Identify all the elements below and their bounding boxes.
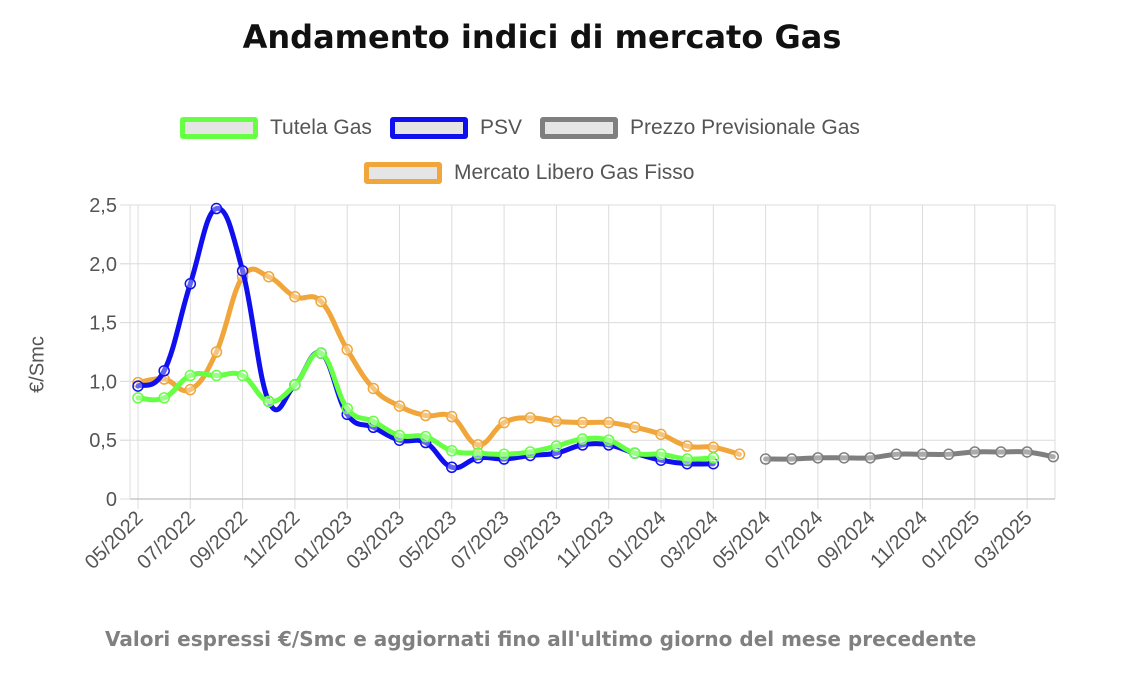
data-point-prezzo-previsionale-gas (812, 452, 824, 464)
data-point-tutela-gas (367, 415, 380, 428)
data-point-tutela-gas (498, 448, 510, 461)
data-point-mercato-libero-gas-fisso (498, 416, 510, 429)
data-point-mercato-libero-gas-fisso (602, 416, 615, 429)
legend-swatch-prezzo-previsionale-gas (539, 117, 618, 139)
y-tick-label: 2,0 (89, 254, 117, 276)
x-tick-label: 09/2024 (813, 507, 880, 574)
data-point-tutela-gas (550, 440, 563, 452)
legend-swatch-mercato-libero-gas-fisso (364, 162, 442, 184)
legend-row-1: Tutela Gas PSV Prezzo Previsionale Gas (180, 116, 878, 140)
data-point-mercato-libero-gas-fisso (341, 343, 353, 356)
data-point-prezzo-previsionale-gas (759, 453, 772, 465)
data-point-mercato-libero-gas-fisso (629, 421, 641, 434)
data-point-tutela-gas (629, 447, 641, 459)
legend-label-tutela-gas: Tutela Gas (270, 116, 372, 139)
data-point-tutela-gas (472, 447, 484, 459)
data-point-psv (132, 380, 144, 392)
data-point-tutela-gas (158, 392, 170, 404)
data-point-mercato-libero-gas-fisso (707, 441, 720, 454)
data-point-tutela-gas (602, 434, 615, 446)
data-point-prezzo-previsionale-gas (1047, 450, 1059, 463)
data-point-tutela-gas (393, 429, 406, 442)
data-point-tutela-gas (263, 395, 275, 408)
data-point-prezzo-previsionale-gas (916, 448, 929, 461)
data-point-prezzo-previsionale-gas (786, 453, 798, 465)
data-point-tutela-gas (341, 402, 353, 415)
data-point-prezzo-previsionale-gas (1021, 446, 1033, 458)
y-tick-label: 1,5 (89, 313, 117, 335)
data-point-tutela-gas (681, 453, 693, 465)
data-point-prezzo-previsionale-gas (942, 448, 955, 461)
data-point-psv (210, 202, 223, 215)
y-tick-label: 1,0 (89, 371, 117, 393)
data-point-mercato-libero-gas-fisso (550, 415, 563, 428)
data-point-tutela-gas (446, 445, 458, 457)
data-point-mercato-libero-gas-fisso (263, 270, 275, 283)
data-point-mercato-libero-gas-fisso (446, 410, 458, 423)
data-point-tutela-gas (315, 347, 327, 359)
data-point-tutela-gas (707, 452, 720, 464)
series-line-tutela-gas (135, 350, 716, 462)
data-point-prezzo-previsionale-gas (890, 448, 903, 461)
data-point-prezzo-previsionale-gas (864, 452, 876, 464)
data-point-mercato-libero-gas-fisso (367, 382, 380, 395)
data-point-mercato-libero-gas-fisso (733, 448, 746, 461)
legend-item-prezzo-previsionale-gas[interactable]: Prezzo Previsionale Gas (539, 116, 860, 140)
series-line-mercato-libero-gas-fisso (135, 266, 742, 457)
legend-row-2: Mercato Libero Gas Fisso (364, 161, 712, 185)
data-point-mercato-libero-gas-fisso (289, 290, 301, 303)
y-tick-label: 0,5 (89, 430, 117, 452)
legend-swatch-tutela-gas (180, 117, 258, 139)
data-point-prezzo-previsionale-gas (995, 446, 1007, 458)
legend-label-prezzo-previsionale-gas: Prezzo Previsionale Gas (629, 116, 860, 139)
legend-swatch-psv (389, 117, 468, 139)
data-point-mercato-libero-gas-fisso (524, 412, 536, 424)
data-point-tutela-gas (132, 392, 144, 404)
data-point-mercato-libero-gas-fisso (655, 428, 667, 441)
data-point-mercato-libero-gas-fisso (393, 400, 406, 412)
data-point-psv (236, 265, 249, 277)
data-point-tutela-gas (524, 446, 536, 458)
data-point-mercato-libero-gas-fisso (472, 439, 484, 451)
series-line-prezzo-previsionale-gas (763, 449, 1056, 462)
data-point-mercato-libero-gas-fisso (315, 295, 327, 308)
data-point-tutela-gas (576, 433, 589, 445)
data-point-mercato-libero-gas-fisso (681, 440, 693, 452)
x-tick-label: 09/2022 (185, 507, 252, 574)
data-point-prezzo-previsionale-gas (838, 452, 850, 464)
x-tick-label: 03/2025 (970, 507, 1037, 574)
data-point-mercato-libero-gas-fisso (419, 409, 432, 422)
legend-item-psv[interactable]: PSV (389, 116, 522, 140)
data-point-tutela-gas (655, 448, 667, 461)
data-point-mercato-libero-gas-fisso (210, 346, 223, 358)
legend-label-mercato-libero-gas-fisso: Mercato Libero Gas Fisso (454, 161, 695, 184)
data-point-tutela-gas (184, 369, 197, 382)
data-point-mercato-libero-gas-fisso (576, 416, 589, 429)
data-point-tutela-gas (236, 369, 249, 382)
legend-label-psv: PSV (479, 116, 522, 139)
data-point-psv (446, 461, 458, 473)
chart-title: Andamento indici di mercato Gas (242, 18, 842, 56)
data-point-prezzo-previsionale-gas (969, 446, 981, 458)
data-point-psv (184, 278, 197, 290)
data-point-psv (158, 365, 170, 377)
data-point-tutela-gas (210, 369, 223, 382)
legend-item-tutela-gas[interactable]: Tutela Gas (180, 116, 372, 140)
x-tick-label: 09/2023 (499, 507, 566, 574)
data-point-tutela-gas (419, 430, 432, 443)
y-tick-label: 2,5 (89, 195, 117, 217)
data-point-mercato-libero-gas-fisso (184, 383, 197, 396)
chart-footnote: Valori espressi €/Smc e aggiornati fino … (105, 627, 977, 651)
legend-item-mercato-libero-gas-fisso[interactable]: Mercato Libero Gas Fisso (364, 161, 694, 185)
y-tick-label: 0 (106, 489, 117, 511)
data-point-tutela-gas (289, 379, 301, 391)
